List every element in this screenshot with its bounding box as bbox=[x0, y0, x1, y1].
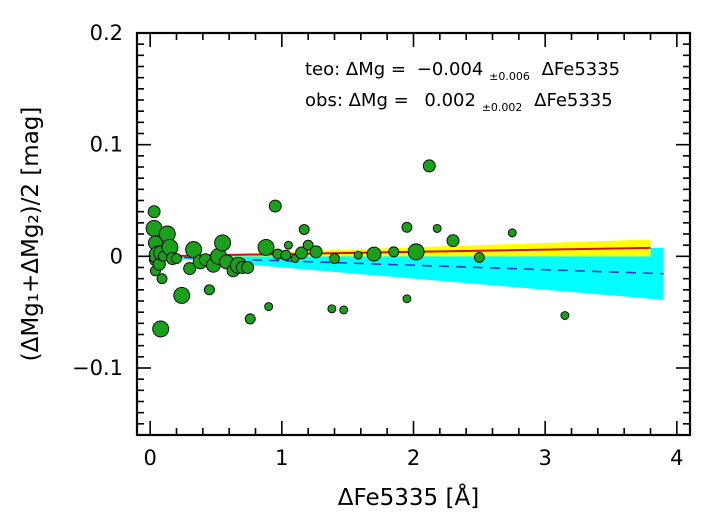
y-tick-label: −0.1 bbox=[72, 356, 123, 380]
axis-ticks bbox=[137, 32, 690, 435]
data-point bbox=[280, 249, 292, 261]
x-axis-label: ΔFe5335 [Å] bbox=[338, 483, 479, 511]
data-point bbox=[173, 286, 191, 304]
annotation-teo-prefix: teo: ΔMg = bbox=[305, 59, 406, 80]
data-points bbox=[145, 159, 570, 338]
data-point bbox=[214, 234, 232, 252]
data-point bbox=[171, 253, 182, 265]
annotation-obs: obs: ΔMg = 0.002 ±0.002 ΔFe5335 bbox=[305, 90, 613, 116]
data-point bbox=[401, 221, 413, 233]
data-point bbox=[257, 238, 275, 256]
data-point bbox=[295, 246, 309, 260]
y-tick-label: 0.2 bbox=[90, 21, 123, 45]
data-point bbox=[560, 311, 570, 320]
data-point bbox=[507, 228, 517, 238]
data-point bbox=[422, 159, 436, 173]
data-point bbox=[302, 239, 314, 251]
data-point bbox=[329, 253, 340, 265]
x-tick-label: 1 bbox=[275, 446, 288, 470]
data-point bbox=[244, 313, 256, 325]
data-point bbox=[388, 246, 400, 258]
y-tick-label: 0.1 bbox=[90, 133, 123, 157]
data-point bbox=[446, 234, 460, 248]
annotation-obs-prefix: obs: ΔMg = bbox=[305, 90, 409, 111]
data-point bbox=[147, 205, 161, 219]
data-point bbox=[353, 250, 363, 260]
data-point bbox=[327, 304, 337, 314]
data-point bbox=[366, 246, 382, 262]
annotation-teo-error: ±0.006 bbox=[489, 70, 530, 83]
annotation-obs-error: ±0.002 bbox=[482, 101, 523, 114]
data-point bbox=[298, 224, 310, 235]
tick-labels: 0 1 2 3 4 −0.1 0 0.1 0.2 bbox=[72, 21, 684, 470]
data-point bbox=[156, 273, 168, 285]
x-tick-label: 2 bbox=[407, 446, 420, 470]
data-point bbox=[203, 284, 215, 296]
data-point bbox=[183, 262, 197, 276]
data-point bbox=[264, 302, 274, 312]
x-tick-label: 0 bbox=[143, 446, 156, 470]
data-point bbox=[473, 252, 485, 263]
data-point bbox=[407, 243, 425, 261]
data-point bbox=[339, 305, 349, 315]
annotation-teo-suffix: ΔFe5335 bbox=[542, 59, 621, 80]
data-point bbox=[185, 241, 203, 259]
data-point bbox=[152, 320, 170, 338]
data-point bbox=[283, 240, 293, 250]
data-point bbox=[432, 223, 442, 233]
data-point bbox=[309, 245, 323, 259]
y-tick-label: 0 bbox=[110, 244, 123, 268]
x-tick-label: 3 bbox=[538, 446, 551, 470]
x-tick-label: 4 bbox=[670, 446, 683, 470]
y-axis-label: (ΔMg₁+ΔMg₂)/2 [mag] bbox=[18, 107, 44, 362]
annotation-teo-value: −0.004 bbox=[417, 59, 484, 80]
annotation-teo: teo: ΔMg = −0.004 ±0.006 ΔFe5335 bbox=[305, 59, 620, 85]
annotation-obs-value: 0.002 bbox=[424, 90, 476, 111]
data-point bbox=[402, 294, 412, 304]
annotation-obs-suffix: ΔFe5335 bbox=[534, 90, 613, 111]
fit-line-obs bbox=[150, 246, 651, 258]
data-point bbox=[241, 261, 255, 274]
data-point bbox=[268, 199, 282, 213]
